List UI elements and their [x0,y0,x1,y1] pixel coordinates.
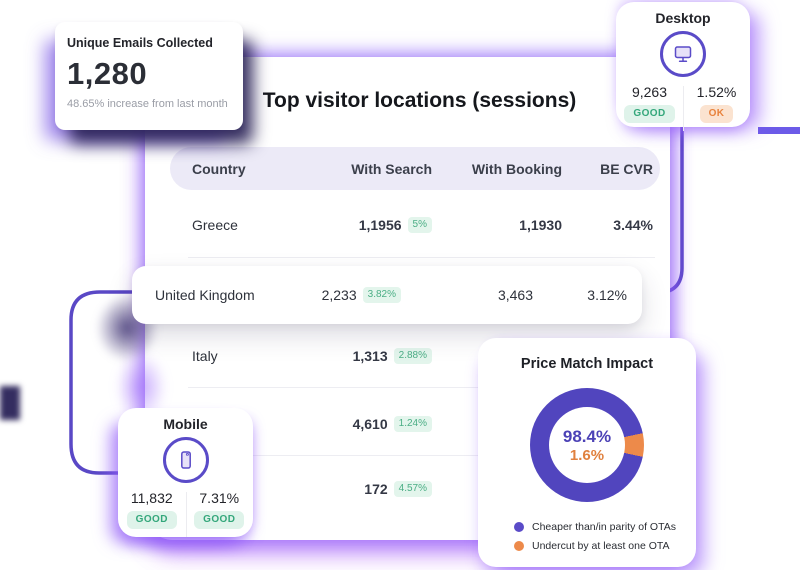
cvr-column: 1.52% OK [683,84,750,123]
search-sessions-value: 1,313 [352,348,388,364]
status-badge: GOOD [624,105,675,123]
with-booking-cell: 3,463 [497,287,533,303]
card-title: Desktop [655,10,711,26]
mobile-icon-ring [162,437,209,483]
donut-center: 98.4% 1.6% [549,407,625,483]
sessions-value: 9,263 [631,84,668,100]
card-title: Mobile [163,416,208,432]
search-sessions-value: 172 [364,481,388,497]
legend-item: Cheaper than/in parity of OTAs [514,517,676,536]
sessions-value: 11,832 [130,490,173,506]
search-change-badge: 3.82% [362,287,401,303]
be-cvr-cell: 3.44% [613,217,653,233]
with-search-cell: 1,1956 5% [312,217,432,233]
mobile-stats-card: Mobile 11,832 GOOD 7.31% GOOD [118,408,253,537]
unique-emails-card: Unique Emails Collected 1,280 48.65% inc… [55,22,243,130]
column-divider [683,86,684,131]
table-row: Greece 1,1956 5% 1,1930 3.44% [145,200,670,250]
row-divider [188,257,655,258]
row-divider [188,455,655,456]
status-badge: GOOD [194,511,245,529]
legend-dot-orange [514,540,524,551]
search-sessions-value: 2,233 [321,287,357,303]
stat-columns: 9,263 GOOD 1.52% OK [616,84,750,131]
emails-count-value: 1,280 [67,56,148,91]
search-change-badge: 1.24% [393,416,432,432]
status-badge: GOOD [126,511,177,529]
price-match-impact-card: Price Match Impact 98.4% 1.6% Cheaper th… [478,338,696,567]
table-row-united-kingdom-floating: United Kingdom 2,233 3.82% 3,463 3.12% [132,266,642,324]
with-search-cell: 4,610 1.24% [312,416,432,432]
country-cell: United Kingdom [155,287,255,303]
donut-legend: Cheaper than/in parity of OTAs Undercut … [514,517,676,555]
country-cell: Greece [192,217,238,233]
row-divider [188,387,655,388]
sessions-column: 11,832 GOOD [118,490,186,529]
desktop-monitor-icon [674,46,692,62]
cvr-column: 7.31% GOOD [186,490,254,529]
legend-dot-purple [514,521,524,532]
page-title: Top visitor locations (sessions) [262,89,577,112]
with-booking-cell: 1,1930 [519,217,562,233]
desktop-stats-card: Desktop 9,263 GOOD 1.52% OK [616,2,750,131]
decorative-purple-bar [758,127,800,134]
table-row: Italy 1,313 2.88% [145,331,670,381]
table-row: 172 4.57% [145,464,670,514]
search-change-badge: 2.88% [393,348,432,364]
card-title: Unique Emails Collected [67,36,213,50]
column-divider [185,492,187,537]
emails-change-subtext: 48.65% increase from last month [67,98,228,110]
column-header-be-cvr: BE CVR [600,160,653,177]
mobile-phone-icon [180,451,191,469]
sessions-column: 9,263 GOOD [616,84,683,123]
with-search-cell: 172 4.57% [312,481,432,497]
table-header-row: Country With Search With Booking BE CVR [170,147,660,190]
desktop-icon-ring [660,31,706,77]
search-change-badge: 5% [407,217,432,233]
donut-primary-value: 98.4% [562,426,612,446]
column-header-country: Country [192,160,246,177]
legend-label: Cheaper than/in parity of OTAs [532,520,676,533]
table-row: 4,610 1.24% [145,399,670,449]
with-search-cell: 1,313 2.88% [312,348,432,364]
with-search-cell: 2,233 3.82% [285,287,401,303]
search-change-badge: 4.57% [393,481,432,497]
country-cell: Italy [192,348,218,364]
cvr-value: 7.31% [199,490,240,506]
donut-secondary-value: 1.6% [569,446,605,464]
legend-label: Undercut by at least one OTA [532,539,670,552]
stat-columns: 11,832 GOOD 7.31% GOOD [118,490,254,537]
search-sessions-value: 4,610 [352,416,388,432]
price-match-donut: 98.4% 1.6% [530,388,644,502]
column-header-with-booking: With Booking [471,160,562,177]
card-title: Price Match Impact [520,356,654,372]
search-sessions-value: 1,1956 [358,217,402,233]
status-badge: OK [699,105,734,123]
decorative-dark-stub [0,386,20,420]
cvr-value: 1.52% [696,84,737,100]
column-header-with-search: With Search [351,160,432,177]
legend-item: Undercut by at least one OTA [514,536,676,555]
be-cvr-cell: 3.12% [587,287,627,303]
